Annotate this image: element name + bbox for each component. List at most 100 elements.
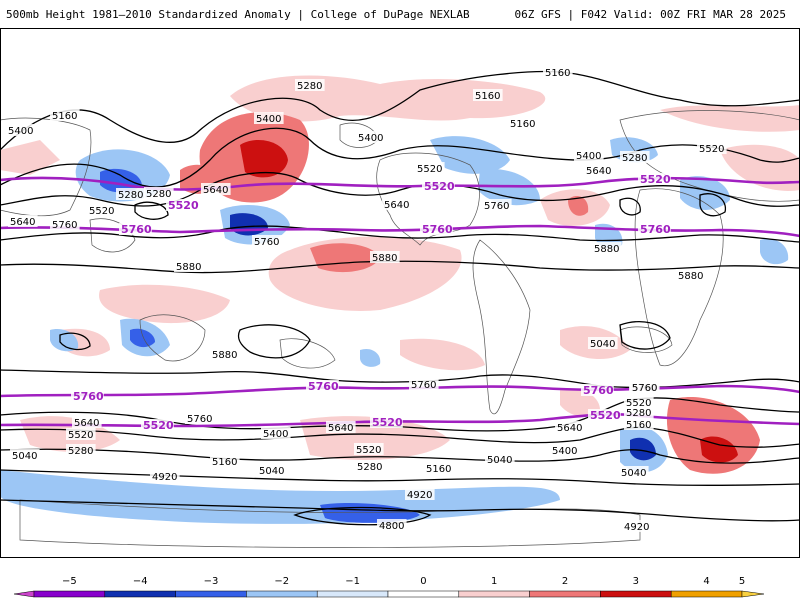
contour-label-bg <box>355 460 385 472</box>
contour-label-bg <box>254 112 284 124</box>
contour-label: 5520 <box>89 206 114 217</box>
contour-label-bg <box>382 198 412 210</box>
contour-label: 5040 <box>259 466 284 477</box>
contour-label-bg <box>485 453 515 465</box>
colorbar-tick-label: −5 <box>62 576 77 587</box>
contour-label-bg <box>306 380 339 392</box>
contour-label: 5040 <box>12 451 37 462</box>
contour-label-bg <box>550 444 580 456</box>
contour-label-bg <box>356 131 386 143</box>
contour-label-bg <box>119 223 152 235</box>
highlight-contour-label: 5760 <box>308 380 339 393</box>
contour-label-bg <box>482 199 512 211</box>
contour-label-bg <box>295 79 325 91</box>
contour-label-bg <box>622 520 652 532</box>
colorbar-swatch <box>316 590 389 598</box>
contour-label: 4800 <box>379 521 404 532</box>
contour-label-bg <box>144 187 174 199</box>
contour-label-bg <box>8 215 38 227</box>
contour-label: 5280 <box>622 153 647 164</box>
contour-label-bg <box>620 151 650 163</box>
highlight-contour-label: 5520 <box>143 419 174 432</box>
colorbar-swatch <box>175 590 247 598</box>
contour-label: 5640 <box>586 166 611 177</box>
contour-label: 5520 <box>356 445 381 456</box>
contour-label-bg <box>415 162 445 174</box>
contour-label-bg <box>370 251 400 263</box>
contour-label: 5160 <box>626 420 651 431</box>
contour-label-bg <box>638 173 671 185</box>
contour-label-bg <box>420 223 453 235</box>
contour-label: 5760 <box>254 237 279 248</box>
contour-label-bg <box>66 428 96 440</box>
colorbar-tick-label: −4 <box>133 576 148 587</box>
contour-label-bg <box>210 455 240 467</box>
contour-label: 5160 <box>545 68 570 79</box>
contour-label: 5880 <box>212 350 237 361</box>
colorbar-tick-label: −2 <box>274 576 289 587</box>
header: 500mb Height 1981–2010 Standardized Anom… <box>0 0 800 28</box>
contour-label: 5040 <box>621 468 646 479</box>
contour-label-bg <box>6 124 36 136</box>
colorbar-tick-label: 4 <box>703 576 709 587</box>
contour-label-bg <box>581 384 614 396</box>
contour-label-bg <box>174 260 204 272</box>
contour-label: 5400 <box>263 429 288 440</box>
contour-label-bg <box>422 180 455 192</box>
highlight-contour-label: 5520 <box>424 180 455 193</box>
colorbar-swatch <box>529 590 601 598</box>
anomaly-colorbar: −5 −4 −3 −2 −1 0 1 2 3 4 5 <box>13 576 765 598</box>
model-run-info: 06Z GFS | F042 Valid: 00Z FRI MAR 28 202… <box>514 8 786 21</box>
contour-label-bg <box>66 444 96 456</box>
contour-label-bg <box>409 378 439 390</box>
contour-label-bg <box>630 381 660 393</box>
highlight-contour-label: 5520 <box>640 173 671 186</box>
highlight-contour-label: 5760 <box>640 223 671 236</box>
contour-label-bg <box>210 348 240 360</box>
contour-label: 5280 <box>68 446 93 457</box>
contour-label-bg <box>261 427 291 439</box>
contour-label-bg <box>87 204 117 216</box>
highlight-contour-label: 5760 <box>583 384 614 397</box>
highlight-contour-label: 5760 <box>422 223 453 236</box>
colorbar-tick-label: 0 <box>420 576 426 587</box>
contour-label: 5520 <box>68 430 93 441</box>
contour-label-bg <box>638 223 671 235</box>
contour-label-bg <box>150 470 180 482</box>
contour-label-bg <box>697 142 727 154</box>
contour-label-bg <box>584 164 614 176</box>
contour-label-bg <box>588 337 618 349</box>
contour-label-bg <box>71 390 104 402</box>
contour-label-bg <box>624 396 654 408</box>
contour-label: 4920 <box>407 490 432 501</box>
colorbar-swatch <box>33 590 106 598</box>
contour-label-bg <box>543 66 573 78</box>
contour-label-bg <box>555 421 585 433</box>
contour-label: 5880 <box>176 262 201 273</box>
positive-anomaly-shading <box>0 75 800 474</box>
colorbar-swatch <box>246 590 318 598</box>
contour-label: 5400 <box>552 446 577 457</box>
contour-label: 5280 <box>626 408 651 419</box>
height-contours <box>0 70 800 526</box>
contour-label-bg <box>676 269 706 281</box>
contour-label-bg <box>624 418 654 430</box>
contour-label: 5160 <box>426 464 451 475</box>
contour-label-bg <box>116 188 146 200</box>
colorbar-tick-label: 3 <box>633 576 639 587</box>
colorbar-tick-label: −1 <box>345 576 360 587</box>
contour-label-bg <box>473 89 503 101</box>
colorbar-swatch <box>670 590 743 598</box>
contour-label-bg <box>370 416 403 428</box>
colorbar-swatch <box>387 590 460 598</box>
contour-label-bg <box>72 416 102 428</box>
contour-label: 5760 <box>484 201 509 212</box>
contour-label: 5400 <box>8 126 33 137</box>
contour-label: 5400 <box>358 133 383 144</box>
contour-label: 5280 <box>146 189 171 200</box>
contour-label: 4920 <box>624 522 649 533</box>
contour-label: 5520 <box>417 164 442 175</box>
contour-label-bg <box>326 421 356 433</box>
highlight-contour-label: 5520 <box>372 416 403 429</box>
